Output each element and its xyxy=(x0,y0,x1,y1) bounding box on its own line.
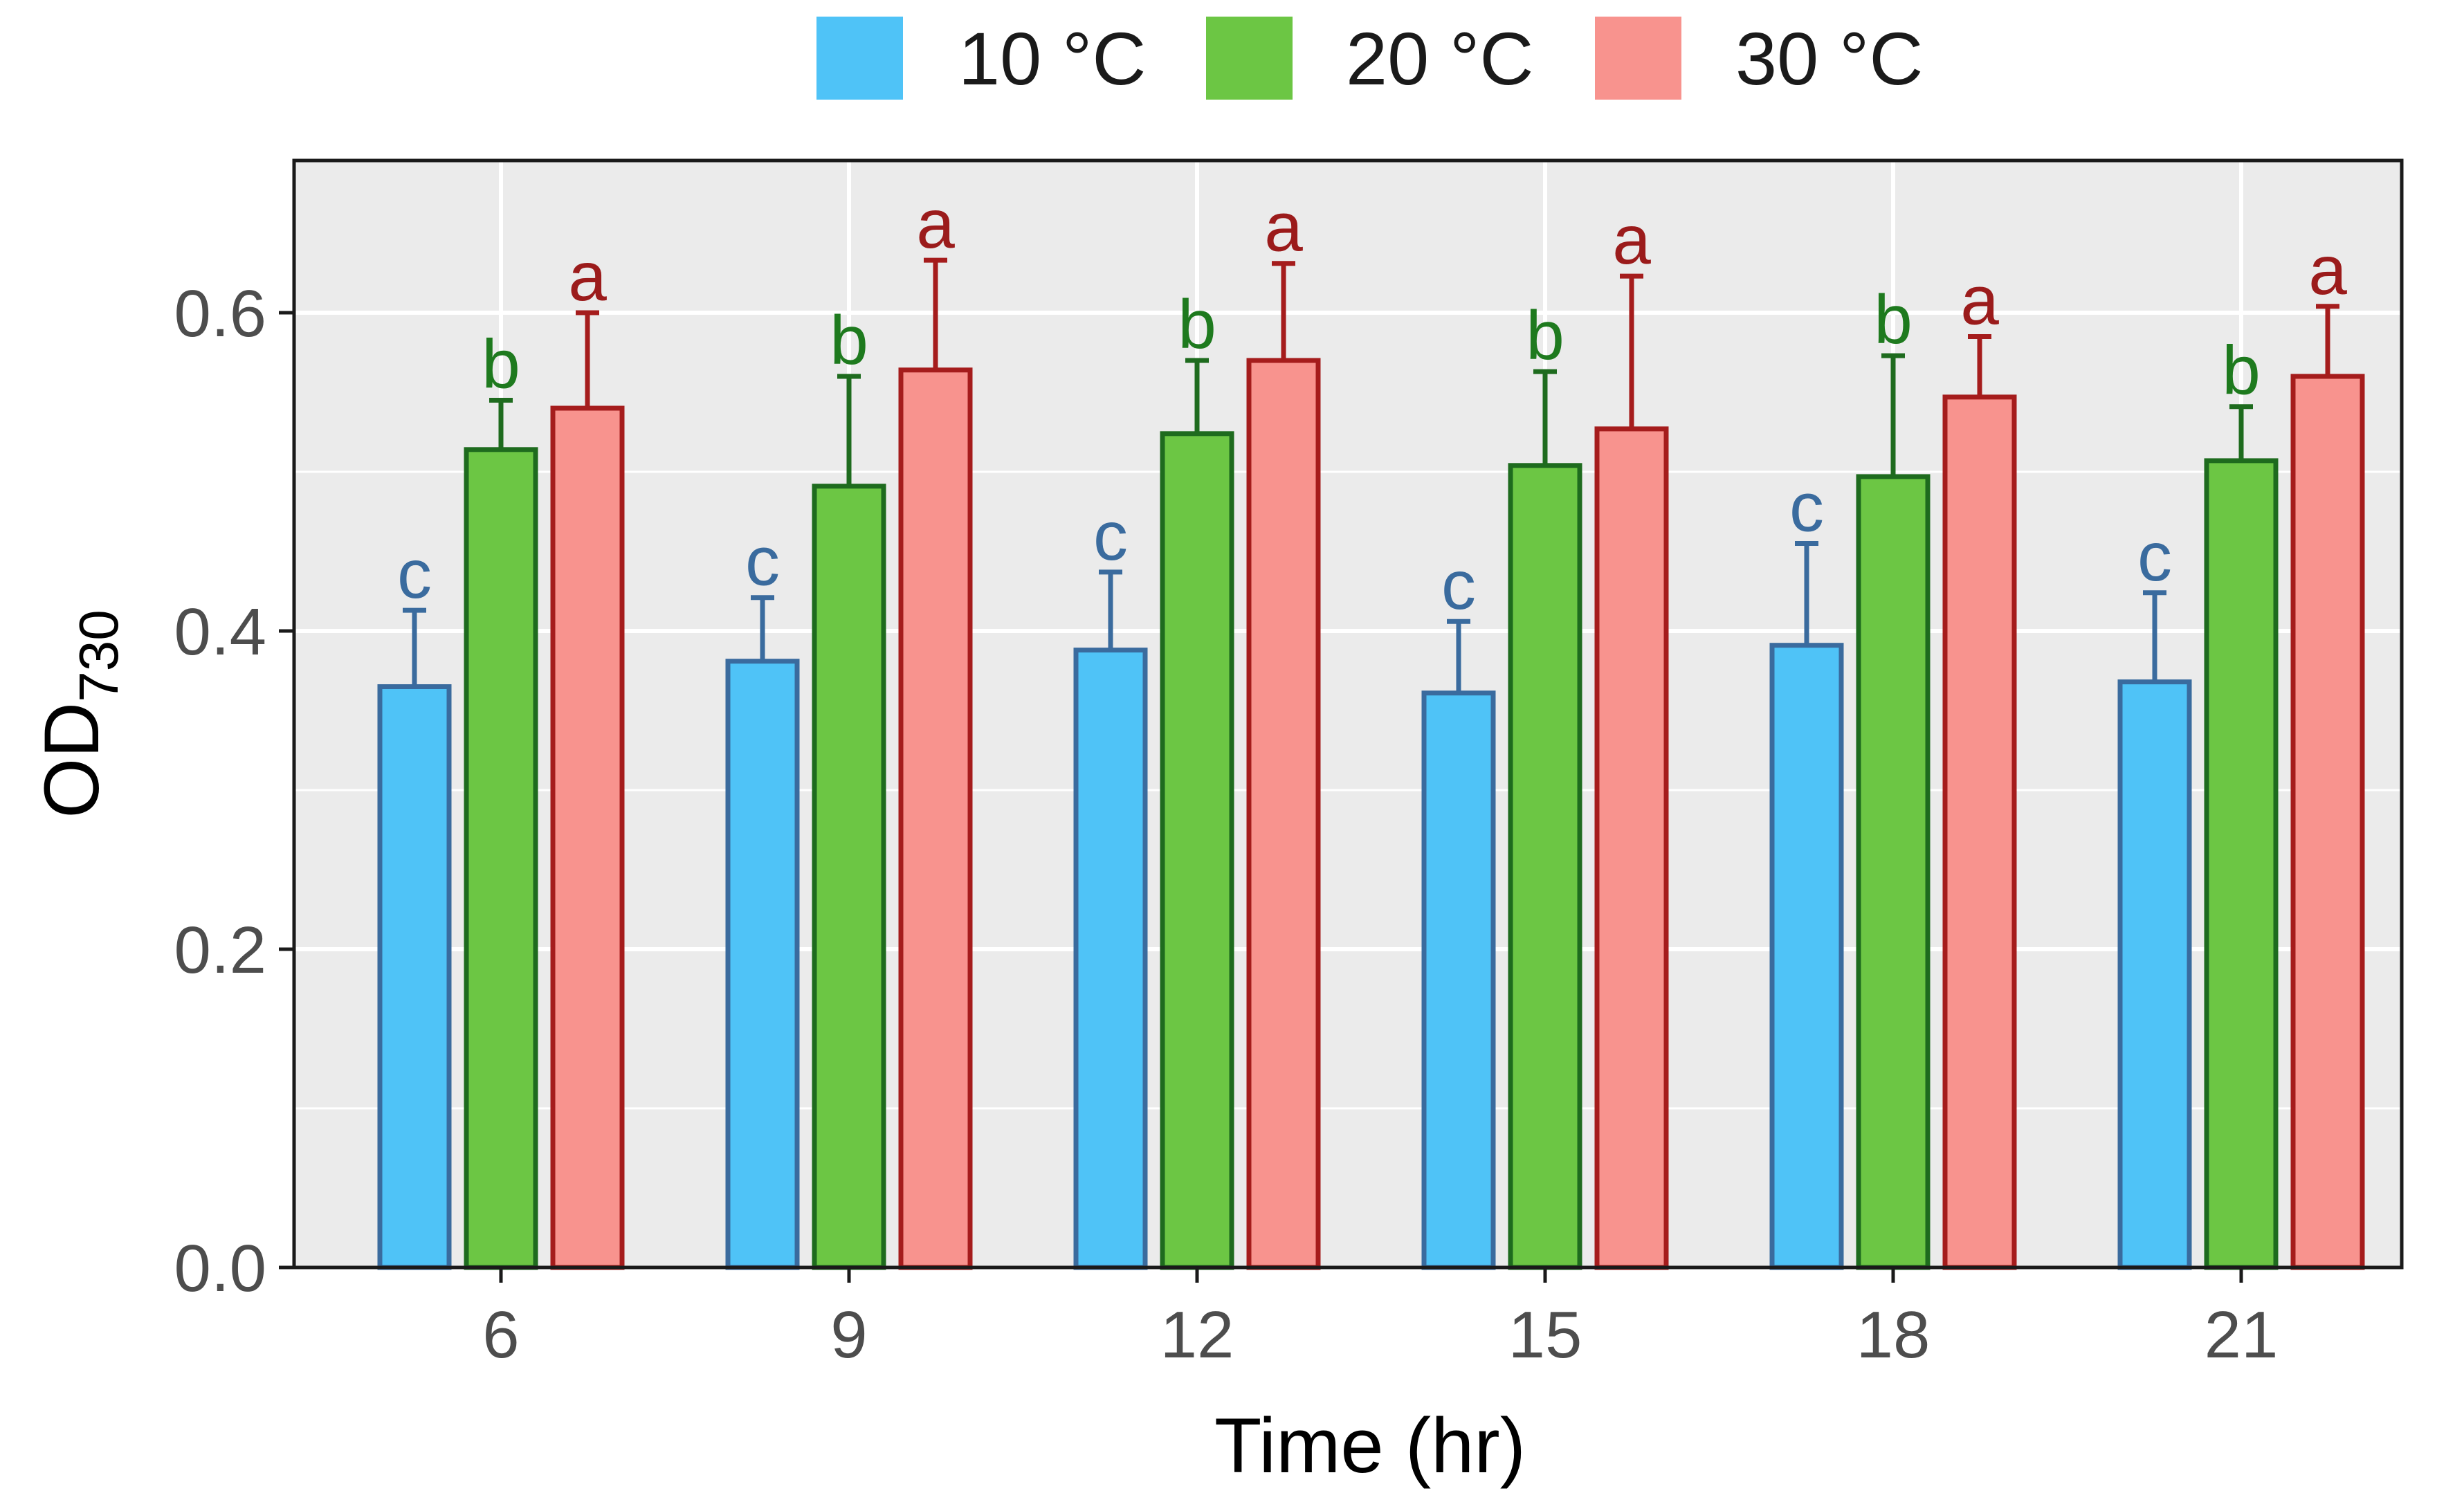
significance-letter: b xyxy=(482,326,520,403)
x-tick-label: 9 xyxy=(830,1298,867,1372)
bar xyxy=(464,447,538,1270)
legend: 10 °C 20 °C 30 °C xyxy=(816,17,1923,100)
bar xyxy=(1856,474,1931,1270)
y-tick-label: 0.0 xyxy=(174,1231,266,1306)
bar xyxy=(725,659,800,1270)
bar xyxy=(1160,431,1234,1270)
significance-letter: a xyxy=(916,185,955,263)
bar xyxy=(1246,358,1321,1270)
significance-letter: c xyxy=(1789,469,1824,547)
bar xyxy=(1942,394,2017,1270)
bar xyxy=(550,405,625,1270)
y-tick-label: 0.6 xyxy=(174,277,266,351)
significance-letter: c xyxy=(1093,497,1128,575)
significance-letter: b xyxy=(1526,297,1564,374)
bar xyxy=(898,367,973,1270)
significance-letter: c xyxy=(397,535,432,613)
bar xyxy=(812,484,886,1270)
y-tick-label: 0.4 xyxy=(174,595,266,669)
significance-letter: a xyxy=(568,238,607,315)
significance-letter: b xyxy=(2222,332,2261,410)
legend-key xyxy=(1206,17,1293,100)
y-tick-label: 0.2 xyxy=(174,913,266,987)
legend-key xyxy=(816,17,903,100)
y-axis-title: OD730 xyxy=(28,610,129,818)
axes-layer: 0.0 0.2 0.4 0.6 6 9 12 15 18 21 xyxy=(174,277,2279,1372)
legend-label: 10 °C xyxy=(958,17,1146,100)
bar xyxy=(1769,643,1844,1270)
significance-letter: c xyxy=(2137,518,2172,596)
significance-letter: b xyxy=(830,302,868,379)
bar xyxy=(1508,463,1582,1270)
bar xyxy=(2117,679,2192,1270)
significance-letter: c xyxy=(745,523,780,601)
significance-letter: a xyxy=(2308,232,2347,309)
y-axis-title-subscript: 730 xyxy=(68,610,129,702)
x-tick-label: 6 xyxy=(482,1298,519,1372)
significance-letter: c xyxy=(1441,547,1476,624)
y-axis-title-main: OD xyxy=(28,702,115,818)
significance-letter: a xyxy=(1960,262,1999,340)
bar xyxy=(2204,458,2279,1270)
significance-letter: b xyxy=(1178,286,1216,363)
legend-label: 30 °C xyxy=(1735,17,1923,100)
bar xyxy=(1594,426,1669,1270)
bar xyxy=(1421,690,1496,1270)
bar xyxy=(2290,374,2365,1270)
plot-panel xyxy=(294,161,2402,1267)
significance-letter: a xyxy=(1612,201,1651,279)
significance-letter: b xyxy=(1874,281,1913,358)
bar xyxy=(1073,648,1148,1270)
x-axis-title: Time (hr) xyxy=(1214,1402,1526,1489)
legend-label: 20 °C xyxy=(1346,17,1533,100)
legend-key xyxy=(1595,17,1681,100)
x-tick-label: 21 xyxy=(2205,1298,2279,1372)
significance-letter: a xyxy=(1264,189,1303,266)
bar xyxy=(377,684,452,1270)
x-tick-label: 18 xyxy=(1856,1298,1931,1372)
plot-panel-border xyxy=(292,158,2404,1270)
x-tick-label: 12 xyxy=(1160,1298,1234,1372)
x-tick-label: 15 xyxy=(1508,1298,1582,1372)
